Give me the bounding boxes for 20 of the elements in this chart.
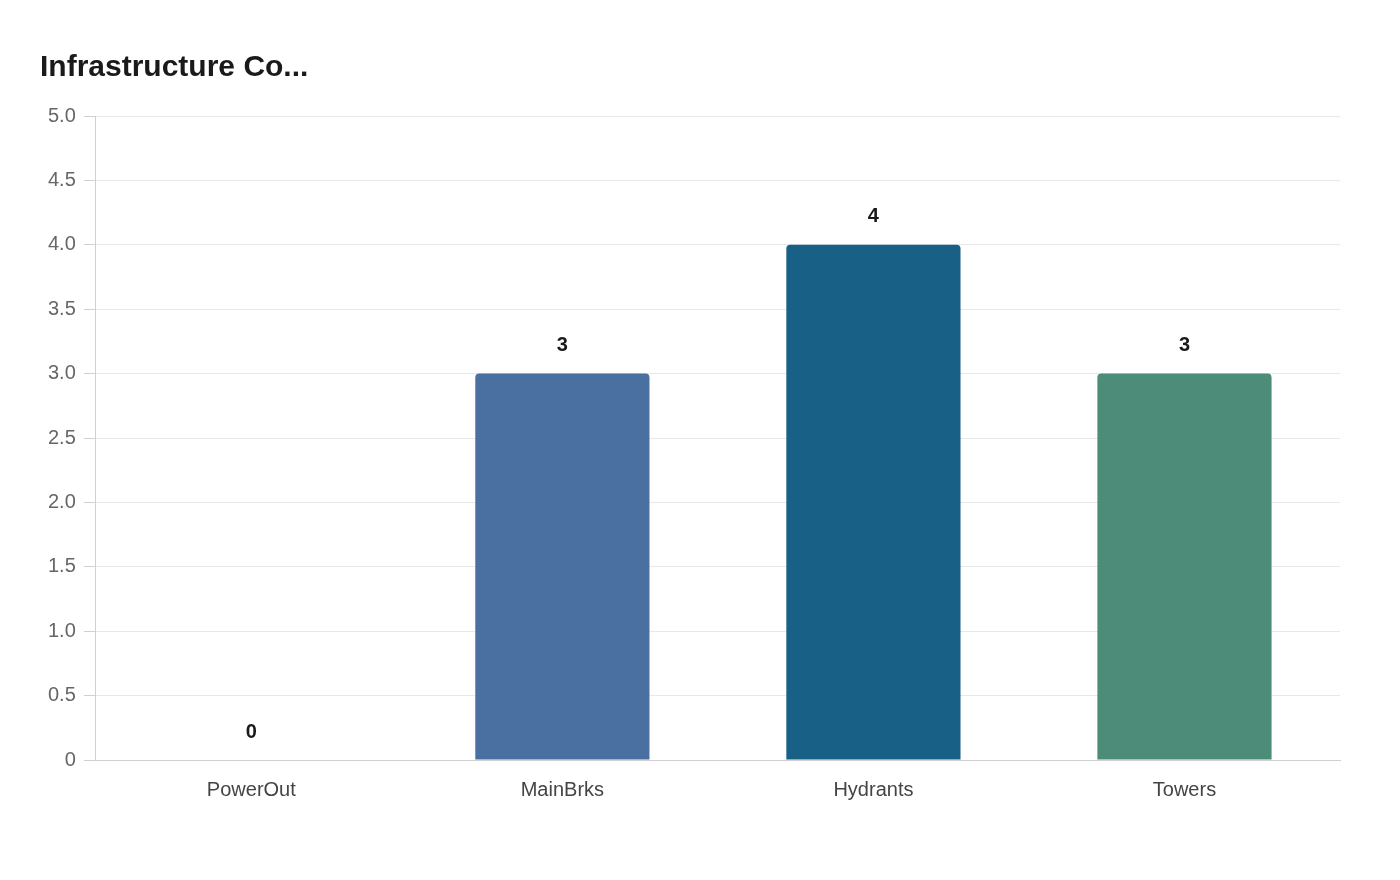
y-tick-label: 1.0 — [47, 618, 76, 641]
data-label: 0 — [245, 719, 257, 742]
data-label: 3 — [1178, 333, 1191, 356]
data-label: 3 — [556, 333, 568, 356]
x-tick-label: MainBrks — [520, 777, 605, 800]
y-tick-label: 3.5 — [47, 296, 76, 319]
y-tick-label: 5.0 — [47, 103, 76, 126]
data-label: 4 — [867, 204, 880, 227]
y-tick-label: 3.0 — [47, 361, 76, 384]
y-tick-label: 4.0 — [47, 232, 76, 255]
chart-title: Infrastructure Co... — [40, 49, 309, 83]
y-tick-label: 2.0 — [47, 489, 76, 512]
y-tick-label: 0.5 — [47, 683, 76, 706]
y-tick-label: 2.5 — [47, 425, 76, 448]
y-tick-label: 1.5 — [47, 554, 76, 577]
x-tick-label: Hydrants — [833, 777, 914, 800]
y-tick-label: 0 — [64, 747, 76, 770]
y-tick-label: 4.5 — [47, 167, 76, 190]
x-tick-label: PowerOut — [206, 777, 297, 800]
x-tick-label: Towers — [1152, 777, 1217, 800]
